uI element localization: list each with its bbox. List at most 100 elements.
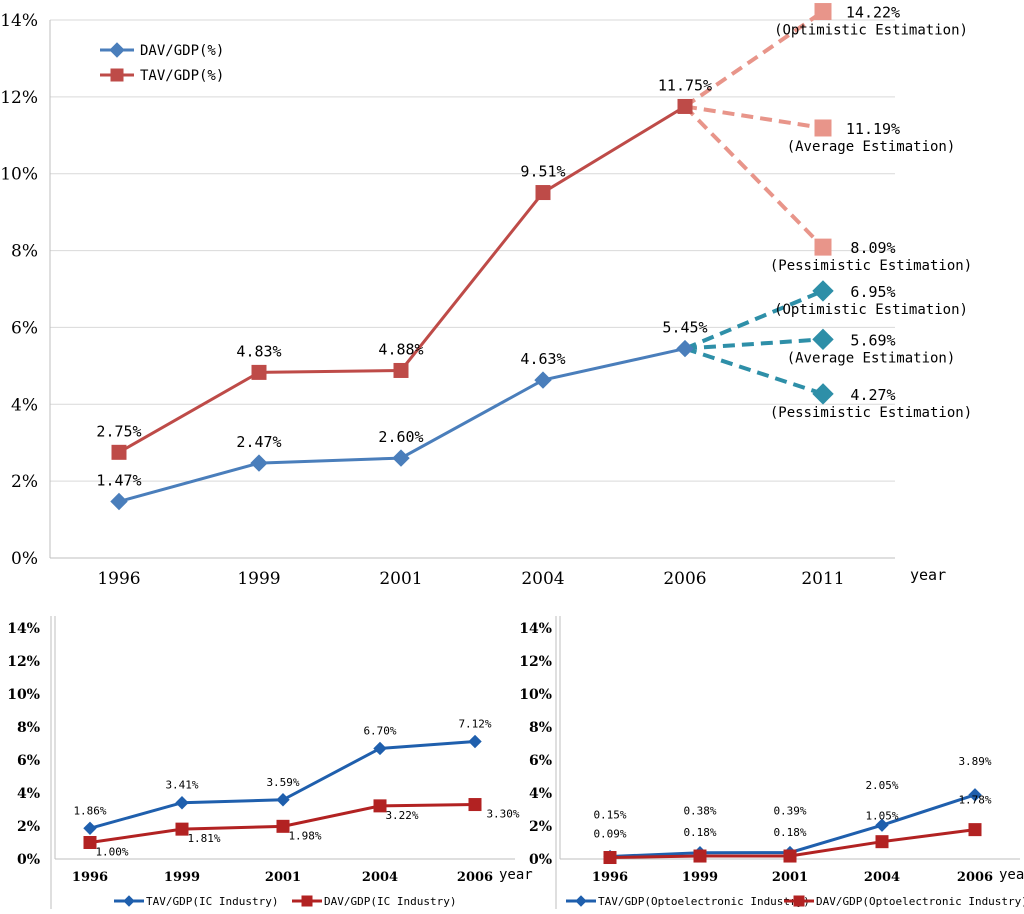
forecast-point-tav [814,238,832,256]
series-line-tav-gdp [118,105,686,454]
x-tick-label: 1996 [72,870,108,885]
data-point-tav [968,788,982,802]
forecast-value-label: 5.69% [850,331,895,349]
data-point-tav-gdp [251,364,267,380]
data-label-dav-gdp: 2.60% [378,428,423,446]
x-tick-label: 2001 [265,870,301,885]
data-label-tav: 7.12% [458,718,491,731]
legend-swatch-tav-gdp [110,68,124,82]
y-tick-label: 14% [7,621,40,637]
data-label-dav: 1.81% [187,832,220,845]
y-tick-label: 6% [11,318,38,338]
forecast-note-label: (Optimistic Estimation) [774,23,968,39]
x-tick-label: 2006 [457,870,493,885]
data-label-tav: 3.41% [165,779,198,792]
data-label-tav: 3.89% [958,755,991,768]
data-point-tav [175,796,189,810]
x-tick-label: 1999 [682,870,718,885]
forecast-line-dav [684,289,824,351]
y-tick-label: 4% [529,786,552,802]
data-label-tav-gdp: 4.83% [236,342,281,360]
x-tick-label: 1999 [164,870,200,885]
data-point-dav-gdp [392,449,410,467]
x-tick-label: 1999 [237,569,280,589]
data-point-dav [373,799,387,813]
forecast-note-label: (Optimistic Estimation) [774,302,968,318]
data-label-dav: 1.98% [288,829,321,842]
data-label-dav: 1.00% [95,846,128,859]
legend-label-tav: TAV/GDP(IC Industry) [146,895,278,908]
x-tick-label: 2001 [379,569,422,589]
x-axis-label: year [999,867,1024,883]
x-axis-label: year [910,566,946,584]
legend-label-tav-gdp: TAV/GDP(%) [140,68,224,84]
forecast-point-tav [814,119,832,137]
y-tick-label: 10% [519,687,552,703]
data-label-tav-gdp: 4.88% [378,340,423,358]
forecast-point-dav [812,280,834,302]
data-label-tav-gdp: 2.75% [96,422,141,440]
y-tick-label: 8% [17,720,40,736]
forecast-value-label: 8.09% [850,239,895,257]
data-point-dav [693,849,707,863]
y-tick-label: 0% [11,549,38,569]
y-tick-label: 10% [7,687,40,703]
legend-label-dav: DAV/GDP(IC Industry) [324,895,456,908]
data-point-tav [373,741,387,756]
data-point-dav-gdp [250,454,268,472]
x-tick-label: 2004 [521,569,564,589]
data-label-tav-gdp: 9.51% [520,163,565,181]
y-tick-label: 8% [529,720,552,736]
x-tick-label: 2001 [772,870,808,885]
data-point-tav-gdp [393,362,409,378]
data-label-tav: 3.59% [266,776,299,789]
data-point-dav-gdp [534,371,552,389]
forecast-line-tav [683,105,825,249]
data-label-dav: 0.09% [593,828,626,841]
legend-swatch-tav [575,895,587,907]
y-tick-label: 8% [11,242,38,262]
data-point-tav-gdp [677,98,693,114]
data-label-dav-gdp: 4.63% [520,350,565,368]
legend-label-dav-gdp: DAV/GDP(%) [140,43,224,59]
data-label-tav-gdp: 11.75% [658,76,712,94]
data-label-tav: 0.15% [593,809,626,822]
data-label-dav: 3.30% [486,808,519,821]
legend-swatch-dav [301,895,313,907]
data-label-tav: 0.39% [773,805,806,818]
data-point-dav [175,822,189,836]
data-label-dav: 0.18% [683,826,716,839]
data-point-dav [276,819,290,833]
data-label-dav: 1.78% [958,794,991,807]
forecast-note-label: (Average Estimation) [787,139,956,155]
forecast-line-dav [684,337,824,351]
y-tick-label: 12% [0,88,38,108]
data-point-dav-gdp [676,339,694,358]
forecast-value-label: 6.95% [850,283,895,301]
data-point-dav [603,851,617,865]
data-label-dav-gdp: 1.47% [96,472,141,490]
y-tick-label: 12% [7,654,40,670]
data-label-dav-gdp: 5.45% [662,319,707,337]
x-tick-label: 2004 [362,870,398,885]
data-point-dav [968,823,982,837]
data-point-tav [468,734,482,749]
y-tick-label: 6% [17,753,40,769]
y-tick-label: 4% [11,395,38,415]
data-point-dav [468,798,482,812]
y-tick-label: 6% [529,753,552,769]
y-tick-label: 2% [17,819,40,835]
data-label-tav: 2.05% [865,779,898,792]
forecast-point-dav [812,383,834,405]
y-tick-label: 4% [17,786,40,802]
data-point-tav [83,821,97,836]
x-tick-label: 2004 [864,870,900,885]
y-tick-label: 2% [11,472,38,492]
x-tick-label: 1996 [97,569,140,589]
x-tick-label: 2006 [663,569,706,589]
data-label-dav-gdp: 2.47% [236,433,281,451]
forecast-line-dav [684,346,824,396]
forecast-point-tav [814,3,832,21]
data-label-tav: 1.86% [73,804,106,817]
